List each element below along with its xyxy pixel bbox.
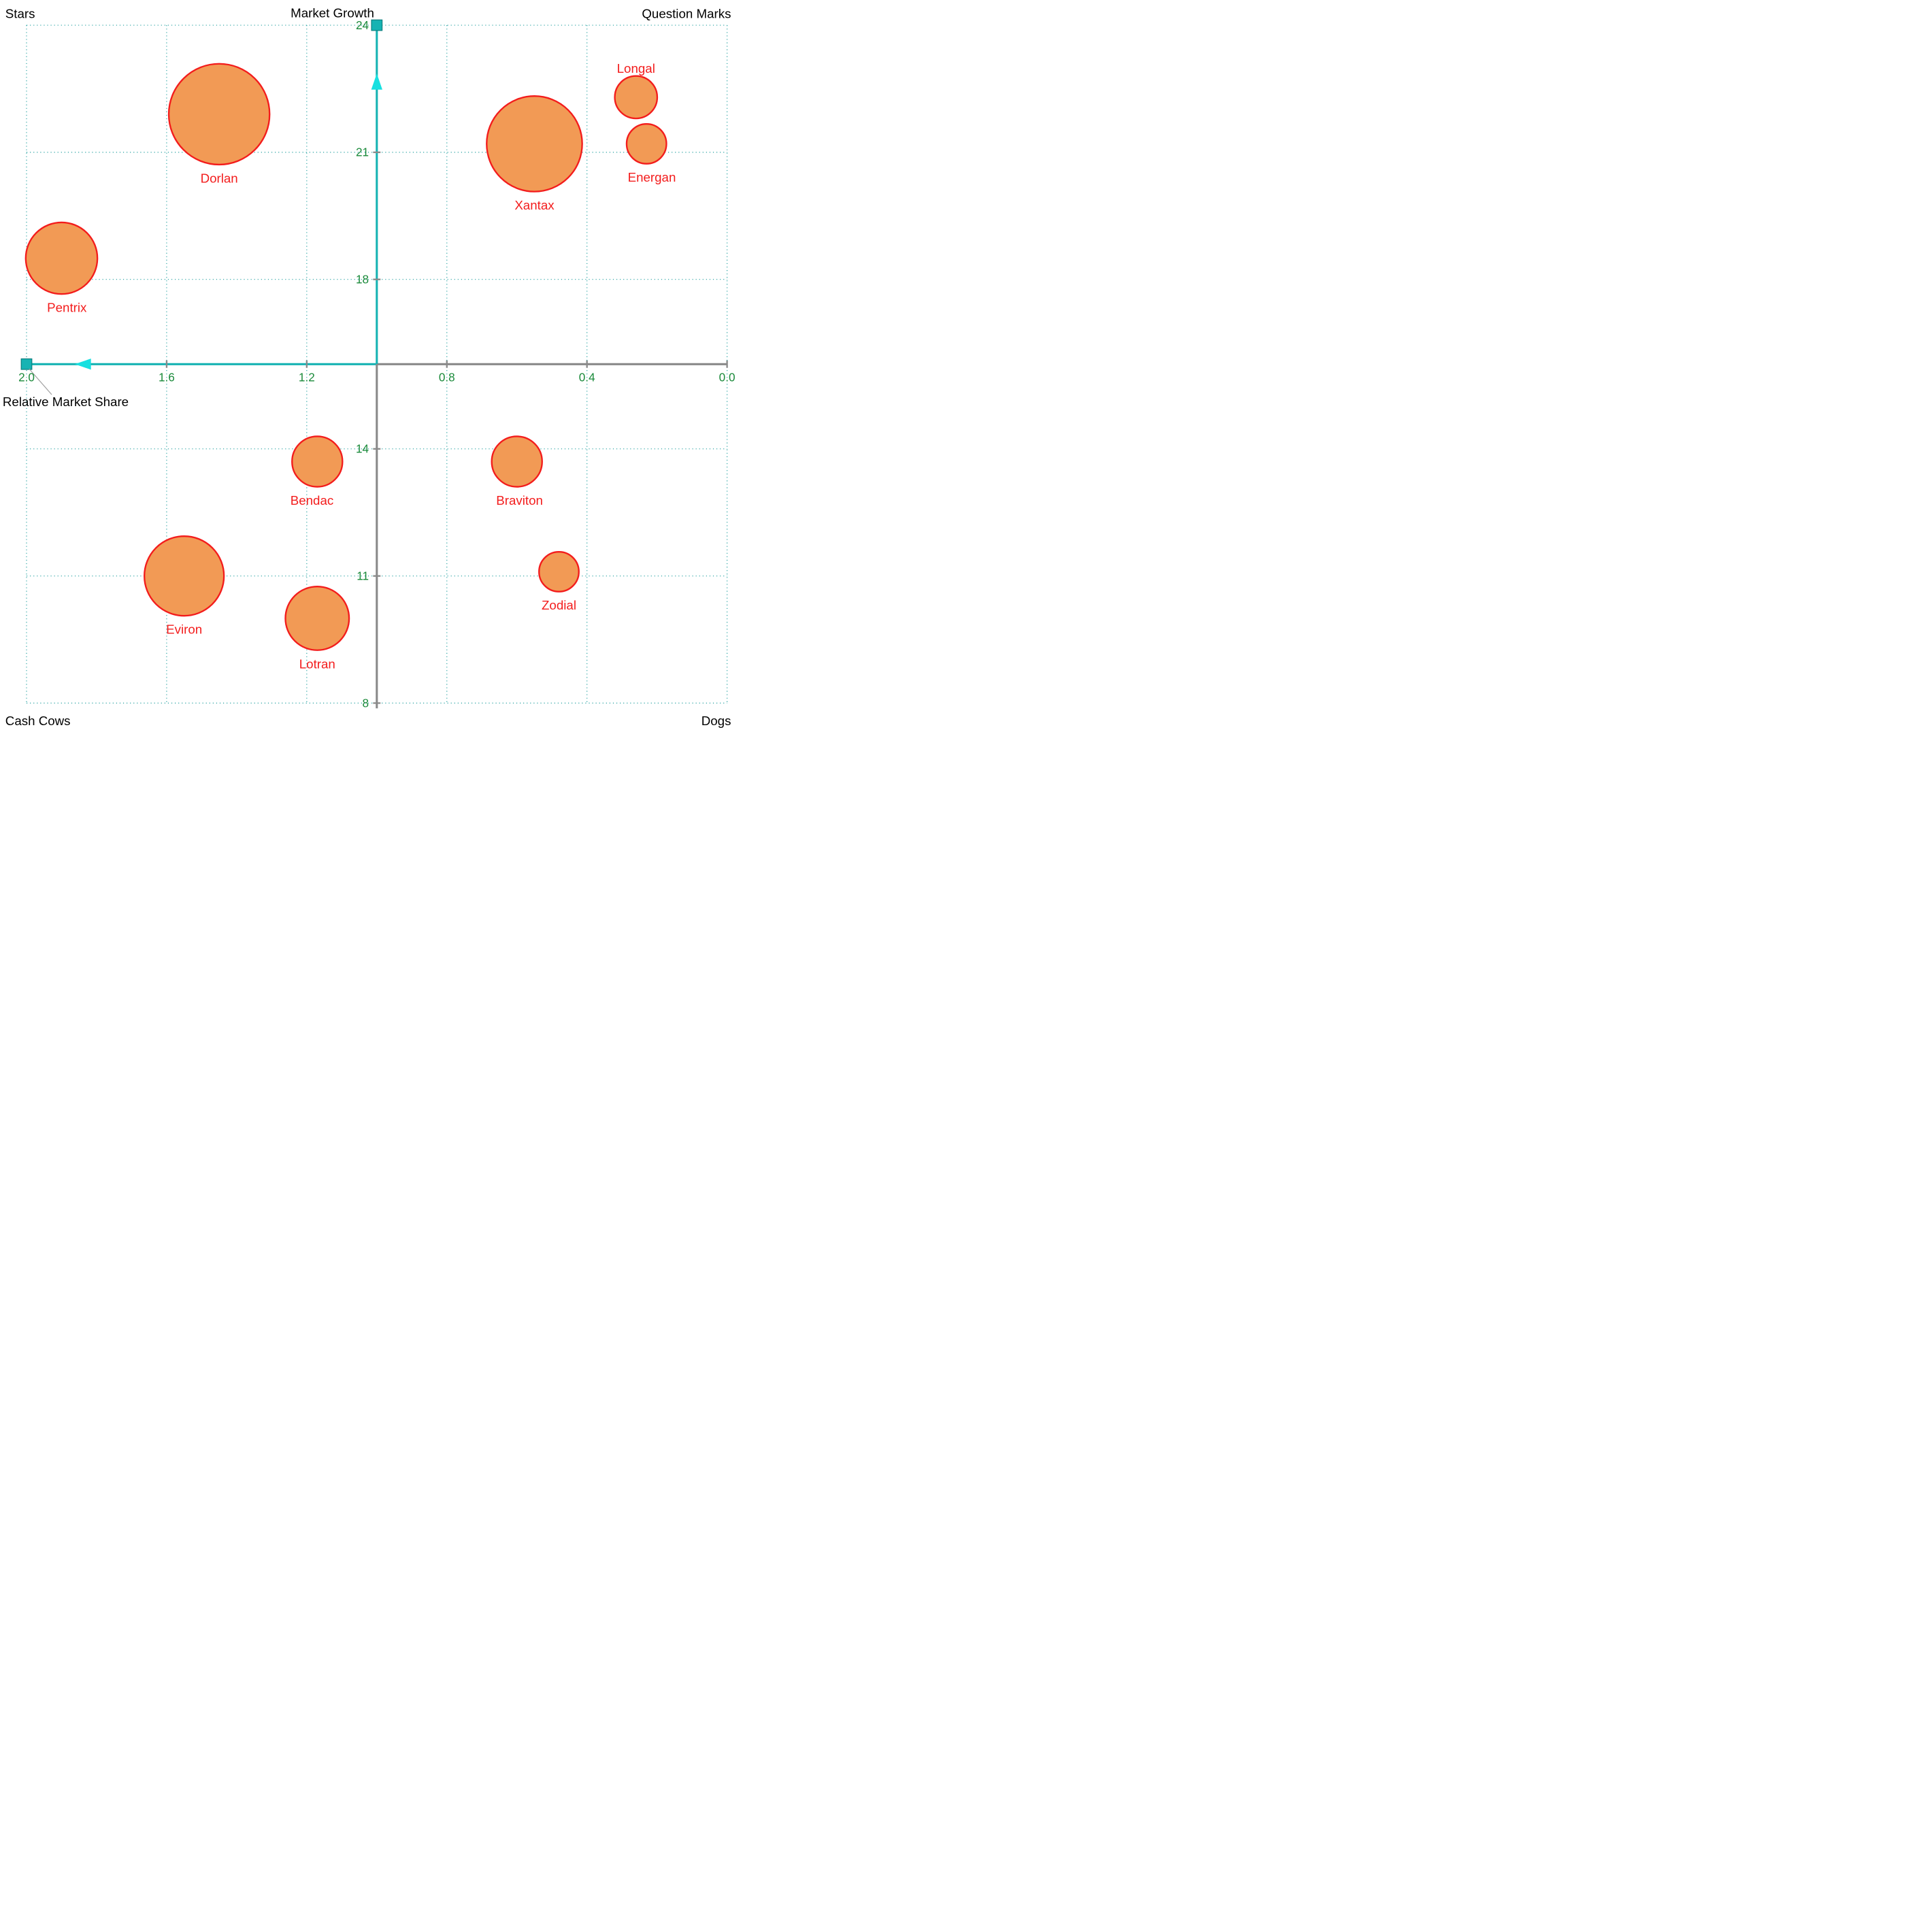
- bubble-label-energan: Energan: [628, 170, 676, 184]
- y-tick-label: 24: [356, 19, 369, 33]
- bubble-label-longal: Longal: [617, 61, 655, 76]
- bubble-label-zodial: Zodial: [542, 598, 576, 612]
- x-tick-label: 0.8: [439, 371, 455, 384]
- quadrant-label-question-marks: Question Marks: [642, 7, 731, 21]
- bubble-label-eviron: Eviron: [166, 622, 202, 637]
- bubble-bendac: [292, 436, 342, 486]
- y-tick-label: 14: [356, 442, 369, 456]
- x-axis-title: Relative Market Share: [3, 395, 129, 409]
- x-tick-label: 1.2: [299, 371, 315, 384]
- quadrant-label-stars: Stars: [5, 7, 35, 21]
- bubble-longal: [615, 76, 657, 118]
- bubble-label-bendac: Bendac: [291, 493, 333, 507]
- bubble-eviron: [144, 536, 224, 616]
- bubble-lotran: [285, 586, 349, 650]
- bubble-zodial: [539, 552, 579, 592]
- y-tick-label: 21: [356, 146, 369, 160]
- bubble-label-lotran: Lotran: [299, 656, 335, 671]
- x-axis-arrow-icon: [75, 359, 91, 369]
- y-tick-label: 18: [356, 273, 369, 286]
- bubble-label-pentrix: Pentrix: [47, 301, 86, 315]
- bcg-matrix-chart: StarsQuestion MarksCash CowsDogsMarket G…: [0, 0, 747, 754]
- bubble-label-braviton: Braviton: [496, 493, 543, 507]
- quadrant-label-dogs: Dogs: [701, 714, 731, 728]
- quadrant-label-cash-cows: Cash Cows: [5, 714, 71, 728]
- bubble-dorlan: [169, 64, 269, 165]
- x-tick-label: 1.6: [159, 371, 175, 384]
- x-tick-label: 2.0: [18, 371, 35, 384]
- chart-svg: [0, 0, 747, 754]
- bubble-label-xantax: Xantax: [514, 198, 554, 212]
- x-tick-label: 0.4: [579, 371, 595, 384]
- bubble-braviton: [492, 436, 542, 486]
- y-axis-end-handle: [371, 20, 382, 31]
- bubble-xantax: [486, 96, 582, 191]
- bubble-pentrix: [26, 222, 97, 294]
- y-tick-label: 11: [357, 569, 369, 583]
- x-axis-end-handle: [21, 359, 32, 369]
- y-axis-arrow-icon: [371, 73, 382, 90]
- y-tick-label: 8: [363, 697, 369, 710]
- bubble-energan: [627, 124, 667, 164]
- x-tick-label: 0.0: [719, 371, 736, 384]
- bubble-label-dorlan: Dorlan: [201, 171, 238, 186]
